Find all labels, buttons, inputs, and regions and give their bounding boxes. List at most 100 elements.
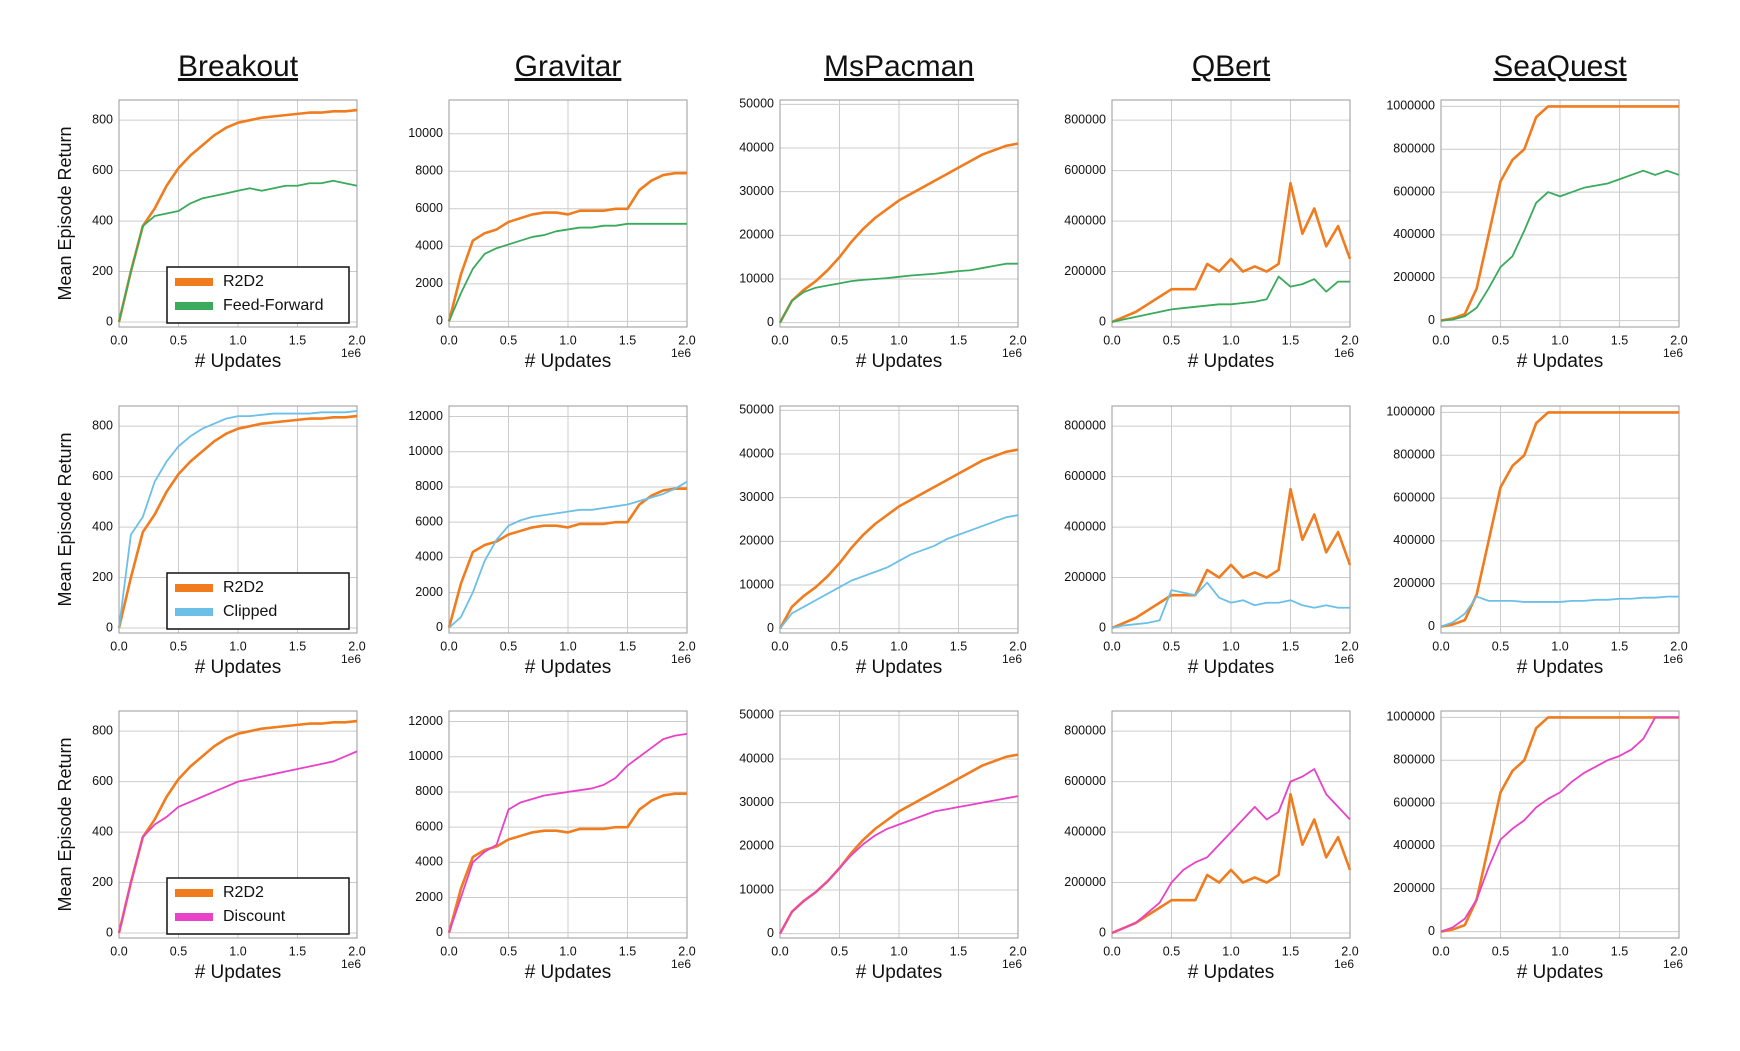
x-tick-label: 0.5 (1163, 944, 1180, 958)
x-axis-label: # Updates (1517, 351, 1604, 372)
x-tick-label: 1.5 (1611, 639, 1628, 653)
y-tick-label: 800000 (1064, 723, 1106, 737)
y-tick-label: 800000 (1064, 418, 1106, 432)
subplot: 0 2000 4000 6000 8000 10000 12000 0.0 0.5 1.0 1.5 2… (408, 405, 696, 678)
x-tick-label: 0.5 (1163, 639, 1180, 653)
series-line (448, 732, 688, 934)
x-tick-label: 1.0 (1222, 944, 1239, 958)
y-tick-label: 600 (92, 163, 113, 177)
x-tick-label: 0.0 (440, 333, 457, 347)
x-offset-label: 1e6 (1663, 957, 1683, 971)
y-tick-label: 400 (92, 519, 113, 533)
y-tick-label: 200000 (1064, 875, 1106, 889)
y-tick-label: 400 (92, 213, 113, 227)
series-line (118, 750, 358, 934)
y-tick-label: 0 (1099, 314, 1106, 328)
y-tick-label: 10000 (408, 126, 443, 140)
y-tick-label: 30000 (739, 795, 774, 809)
x-tick-label: 1.5 (619, 333, 636, 347)
x-tick-label: 2.0 (348, 944, 365, 958)
y-tick-label: 0 (106, 314, 113, 328)
y-tick-label: 0 (1428, 619, 1435, 633)
y-tick-label: 400000 (1064, 519, 1106, 533)
series-line (1111, 487, 1352, 630)
series-line (448, 222, 687, 322)
x-tick-label: 0.0 (1432, 639, 1449, 653)
x-tick-label: 1.5 (289, 944, 306, 958)
x-tick-label: 1.5 (1611, 944, 1628, 958)
x-tick-label: 1.0 (229, 333, 246, 347)
y-tick-label: 400 (92, 824, 113, 838)
series-line (779, 262, 1018, 324)
x-axis-label: # Updates (195, 657, 282, 678)
x-tick-label: 0.5 (1492, 333, 1509, 347)
x-axis-label: # Updates (856, 657, 943, 678)
y-tick-label: 0 (106, 620, 113, 634)
x-axis-label: # Updates (525, 351, 612, 372)
series-line (778, 142, 1019, 324)
x-tick-label: 0.5 (170, 333, 187, 347)
y-tick-label: 200000 (1064, 570, 1106, 584)
x-tick-label: 2.0 (348, 333, 365, 347)
x-tick-label: 1.5 (950, 333, 967, 347)
y-tick-label: 10000 (408, 444, 443, 458)
chart-title: SeaQuest (1493, 50, 1627, 83)
y-tick-label: 600000 (1393, 490, 1435, 504)
series-line (1440, 169, 1680, 322)
x-tick-label: 0.5 (170, 944, 187, 958)
x-axis-label: # Updates (1188, 657, 1275, 678)
chart-title: Gravitar (515, 50, 622, 83)
y-tick-label: 10000 (739, 577, 774, 591)
x-axis-label: # Updates (1517, 962, 1604, 983)
x-tick-label: 0.5 (170, 639, 187, 653)
x-tick-label: 0.0 (110, 333, 127, 347)
x-tick-label: 2.0 (1009, 639, 1026, 653)
x-tick-label: 1.0 (890, 944, 907, 958)
y-tick-label: 800 (92, 723, 113, 737)
legend-label: R2D2 (223, 273, 264, 290)
y-tick-label: 400000 (1064, 824, 1106, 838)
y-tick-label: 800000 (1064, 112, 1106, 126)
y-tick-label: 200000 (1064, 264, 1106, 278)
series-line (1111, 181, 1352, 324)
x-offset-label: 1e6 (671, 346, 691, 360)
subplot: 0 2000 4000 6000 8000 10000 12000 0.0 0.5 1.0 1.5 2… (408, 710, 696, 983)
x-axis-label: # Updates (856, 351, 943, 372)
chart-title: MsPacman (824, 50, 974, 83)
y-tick-label: 400000 (1393, 533, 1435, 547)
y-tick-label: 1000000 (1386, 710, 1435, 724)
y-tick-label: 0 (1099, 620, 1106, 634)
legend-box (166, 266, 350, 324)
y-tick-label: 20000 (739, 839, 774, 853)
plot-frame (448, 405, 688, 634)
y-axis-label: Mean Episode Return (55, 432, 75, 606)
subplot: 0 200000 400000 600000 800000 0.0 0.5 1.0 1.5 2.0… (1064, 710, 1359, 983)
x-offset-label: 1e6 (671, 652, 691, 666)
y-tick-label: 30000 (739, 490, 774, 504)
subplot: 0 200 400 600 800 0.0 0.5 1.0 1.5 2.0 Mean Episode… (55, 405, 366, 678)
x-tick-label: 1.0 (559, 639, 576, 653)
plot-frame (1440, 710, 1680, 939)
x-tick-label: 0.5 (500, 944, 517, 958)
y-tick-label: 50000 (739, 708, 774, 722)
y-tick-label: 200000 (1393, 881, 1435, 895)
legend-box (166, 572, 350, 630)
x-offset-label: 1e6 (341, 652, 361, 666)
plot-frame (1111, 405, 1351, 634)
x-tick-label: 0.5 (831, 333, 848, 347)
x-tick-label: 1.0 (1551, 639, 1568, 653)
y-tick-label: 8000 (415, 784, 443, 798)
x-tick-label: 0.5 (1492, 639, 1509, 653)
y-tick-label: 0 (767, 621, 774, 635)
x-tick-label: 1.0 (1551, 333, 1568, 347)
series-line (1440, 716, 1679, 933)
x-offset-label: 1e6 (1334, 957, 1354, 971)
plot-frame (448, 710, 688, 939)
y-tick-label: 400000 (1064, 213, 1106, 227)
x-tick-label: 1.5 (1611, 333, 1628, 347)
x-tick-label: 2.0 (1009, 944, 1026, 958)
x-tick-label: 0.0 (110, 639, 127, 653)
series-line (1440, 716, 1679, 933)
x-tick-label: 1.0 (1222, 639, 1239, 653)
